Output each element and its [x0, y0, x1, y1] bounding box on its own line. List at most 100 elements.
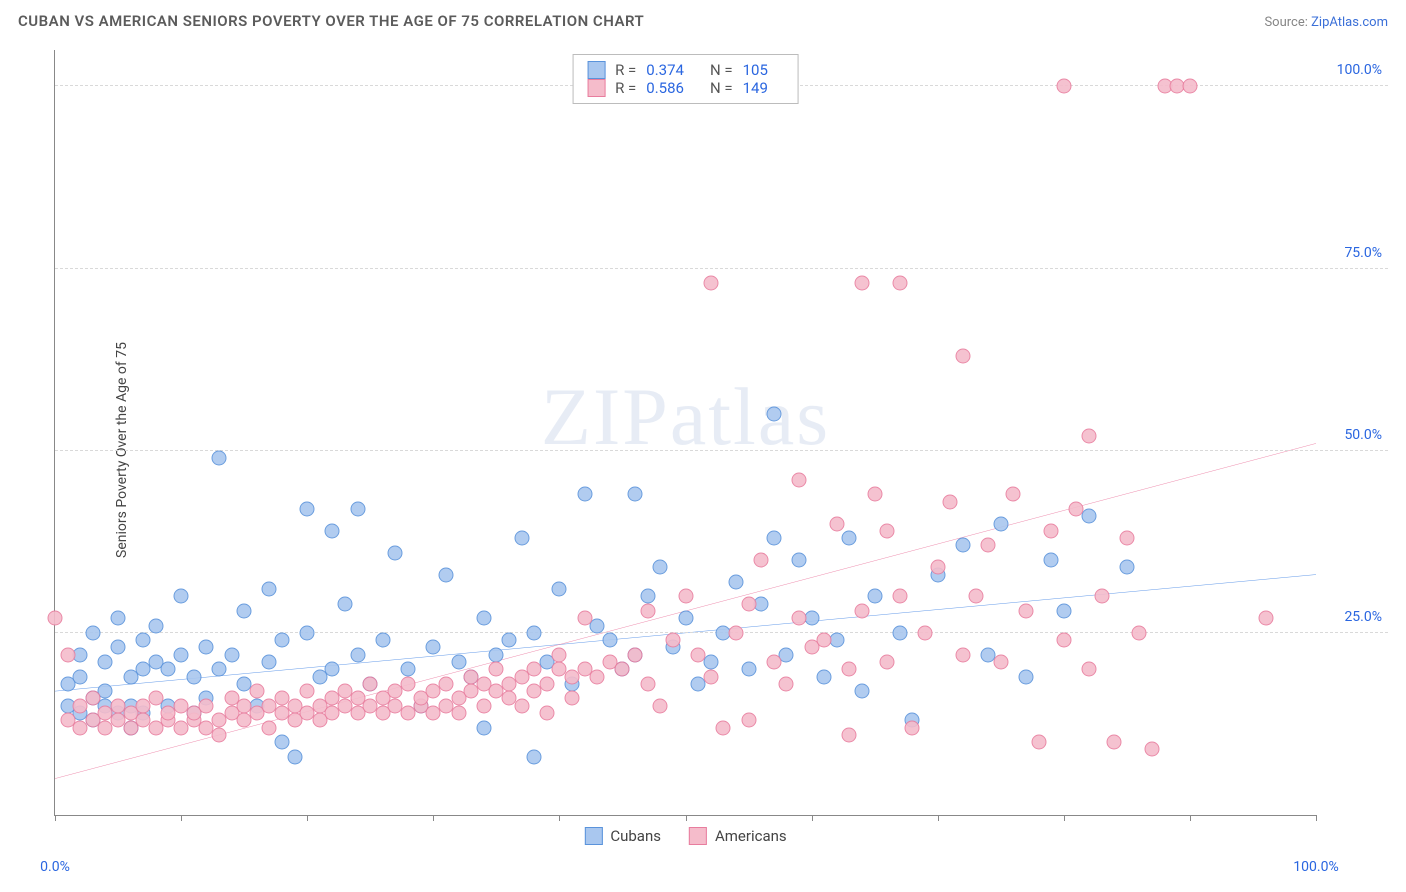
data-point	[136, 633, 151, 648]
data-point	[842, 727, 857, 742]
data-point	[691, 647, 706, 662]
data-point	[1094, 589, 1109, 604]
data-point	[1056, 633, 1071, 648]
data-point	[842, 662, 857, 677]
data-point	[1119, 560, 1134, 575]
data-point	[880, 655, 895, 670]
x-tick	[1316, 815, 1317, 821]
data-point	[1132, 625, 1147, 640]
data-point	[640, 676, 655, 691]
data-point	[1044, 523, 1059, 538]
data-point	[388, 545, 403, 560]
n-label: N =	[710, 79, 733, 97]
data-point	[262, 655, 277, 670]
data-point	[514, 531, 529, 546]
data-point	[628, 487, 643, 502]
data-point	[476, 720, 491, 735]
data-point	[199, 640, 214, 655]
chart-area: Seniors Poverty Over the Age of 75 ZIPat…	[42, 50, 1388, 850]
data-point	[300, 684, 315, 699]
data-point	[48, 611, 63, 626]
x-tick	[1190, 815, 1191, 821]
data-point	[274, 633, 289, 648]
gridline	[55, 268, 1388, 269]
data-point	[1145, 742, 1160, 757]
data-point	[274, 735, 289, 750]
data-point	[817, 633, 832, 648]
data-point	[552, 647, 567, 662]
data-point	[1006, 487, 1021, 502]
data-point	[640, 604, 655, 619]
legend-label-americans: Americans	[715, 827, 787, 845]
data-point	[1082, 509, 1097, 524]
y-tick-label: 50.0%	[1344, 427, 1382, 443]
data-point	[754, 553, 769, 568]
swatch-cubans-icon	[584, 827, 602, 845]
data-point	[186, 669, 201, 684]
data-point	[1107, 735, 1122, 750]
data-point	[943, 494, 958, 509]
data-point	[791, 611, 806, 626]
chart-title: CUBAN VS AMERICAN SENIORS POVERTY OVER T…	[18, 12, 644, 30]
data-point	[981, 538, 996, 553]
source-link[interactable]: ZipAtlas.com	[1311, 15, 1388, 30]
x-tick-label: 0.0%	[40, 859, 70, 875]
x-tick	[307, 815, 308, 821]
data-point	[1069, 502, 1084, 517]
data-point	[791, 553, 806, 568]
data-point	[451, 655, 466, 670]
data-point	[489, 662, 504, 677]
n-label: N =	[710, 61, 733, 79]
data-point	[1182, 79, 1197, 94]
data-point	[741, 596, 756, 611]
data-point	[955, 647, 970, 662]
data-point	[565, 691, 580, 706]
data-point	[829, 516, 844, 531]
data-point	[867, 487, 882, 502]
x-tick	[938, 815, 939, 821]
data-point	[615, 662, 630, 677]
data-point	[527, 625, 542, 640]
r-value-americans: 0.586	[646, 79, 684, 97]
data-point	[1056, 604, 1071, 619]
data-point	[741, 662, 756, 677]
data-point	[1031, 735, 1046, 750]
data-point	[363, 676, 378, 691]
data-point	[300, 625, 315, 640]
x-tick	[433, 815, 434, 821]
data-point	[476, 611, 491, 626]
source-attribution: Source: ZipAtlas.com	[1264, 15, 1388, 30]
y-tick-label: 75.0%	[1344, 245, 1382, 261]
data-point	[653, 560, 668, 575]
series-legend: Cubans Americans	[584, 827, 786, 845]
data-point	[842, 531, 857, 546]
data-point	[174, 647, 189, 662]
legend-item-cubans: Cubans	[584, 827, 661, 845]
data-point	[993, 655, 1008, 670]
data-point	[993, 516, 1008, 531]
data-point	[262, 582, 277, 597]
data-point	[855, 276, 870, 291]
data-point	[1044, 553, 1059, 568]
data-point	[741, 713, 756, 728]
data-point	[539, 706, 554, 721]
data-point	[703, 655, 718, 670]
data-point	[791, 472, 806, 487]
data-point	[892, 625, 907, 640]
data-point	[401, 662, 416, 677]
data-point	[401, 676, 416, 691]
data-point	[438, 567, 453, 582]
data-point	[287, 749, 302, 764]
data-point	[85, 625, 100, 640]
data-point	[766, 655, 781, 670]
data-point	[451, 706, 466, 721]
data-point	[779, 676, 794, 691]
gridline	[55, 450, 1388, 451]
data-point	[867, 589, 882, 604]
data-point	[501, 633, 516, 648]
data-point	[111, 640, 126, 655]
data-point	[678, 611, 693, 626]
data-point	[1018, 669, 1033, 684]
data-point	[1056, 79, 1071, 94]
data-point	[766, 531, 781, 546]
